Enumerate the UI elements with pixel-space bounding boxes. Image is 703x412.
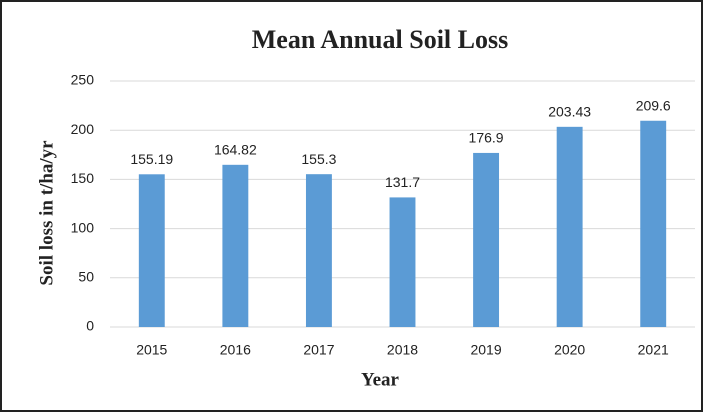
y-axis-label: Soil loss in t/ha/yr bbox=[36, 140, 57, 286]
bar bbox=[138, 174, 165, 327]
y-tick-label: 150 bbox=[71, 170, 95, 186]
x-axis-label: Year bbox=[361, 369, 400, 390]
bar bbox=[222, 164, 249, 327]
x-tick-label: 2021 bbox=[638, 342, 669, 358]
y-tick-label: 0 bbox=[86, 318, 94, 334]
chart-title: Mean Annual Soil Loss bbox=[252, 25, 508, 54]
y-tick-label: 50 bbox=[78, 269, 94, 285]
bar bbox=[640, 120, 667, 327]
data-label: 131.7 bbox=[385, 174, 420, 190]
y-tick-label: 200 bbox=[71, 121, 95, 137]
data-label: 155.19 bbox=[130, 151, 173, 167]
data-label: 164.82 bbox=[214, 142, 257, 158]
data-label: 203.43 bbox=[548, 104, 591, 120]
data-label: 176.9 bbox=[469, 130, 504, 146]
data-label: 155.3 bbox=[301, 151, 336, 167]
bar bbox=[556, 126, 583, 327]
x-tick-label: 2019 bbox=[470, 342, 501, 358]
bar bbox=[389, 197, 416, 327]
y-tick-label: 100 bbox=[71, 219, 95, 235]
y-tick-label: 250 bbox=[71, 72, 95, 88]
x-tick-label: 2015 bbox=[136, 342, 167, 358]
x-tick-label: 2016 bbox=[220, 342, 251, 358]
data-label: 209.6 bbox=[636, 97, 671, 113]
x-tick-label: 2020 bbox=[554, 342, 585, 358]
x-tick-label: 2017 bbox=[303, 342, 334, 358]
bar bbox=[473, 152, 500, 327]
bar bbox=[305, 174, 332, 327]
x-tick-label: 2018 bbox=[387, 342, 418, 358]
